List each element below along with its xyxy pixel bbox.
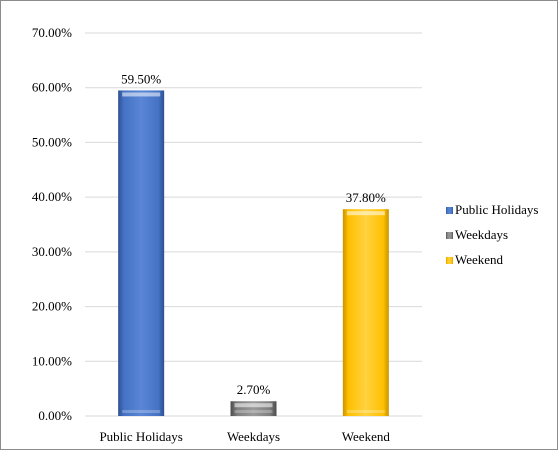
y-tick-label: 0.00% (38, 408, 72, 423)
legend-label: Weekend (455, 252, 504, 267)
legend-label: Weekdays (455, 227, 508, 242)
bar-bevel-bottom (346, 410, 385, 413)
y-tick-label: 60.00% (32, 80, 72, 95)
y-axis-ticks: 0.00% 10.00% 20.00% 30.00% 40.00% 50.00% 60.00… (32, 25, 72, 423)
data-label: 37.80% (346, 190, 386, 205)
data-label: 2.70% (237, 382, 271, 397)
legend-swatch (446, 232, 453, 239)
bars (118, 90, 389, 416)
legend-item: Public Holidays (446, 202, 538, 217)
x-axis-ticks: Public Holidays Weekdays Weekend (99, 429, 390, 444)
legend-swatch (446, 257, 453, 264)
y-tick-label: 40.00% (32, 189, 72, 204)
legend-item: Weekdays (446, 227, 508, 242)
bar-weekdays (230, 401, 277, 416)
x-tick-label: Weekdays (227, 429, 280, 444)
bar-bevel-bottom (122, 410, 161, 413)
bar-bevel-top (346, 211, 385, 216)
legend: Public Holidays Weekdays Weekend (446, 202, 538, 267)
data-label: 59.50% (121, 71, 161, 86)
y-tick-label: 10.00% (32, 353, 72, 368)
x-tick-label: Weekend (342, 429, 391, 444)
legend-item: Weekend (446, 252, 504, 267)
legend-swatch (446, 207, 453, 214)
y-tick-label: 70.00% (32, 25, 72, 40)
bar-bevel-top (122, 92, 161, 97)
y-tick-label: 20.00% (32, 299, 72, 314)
bar-body (342, 209, 389, 416)
bar-bevel-top (234, 403, 273, 408)
data-labels: 59.50% 2.70% 37.80% (121, 71, 386, 397)
bar-public-holidays (118, 90, 165, 416)
x-tick-label: Public Holidays (99, 429, 182, 444)
bar-weekend (342, 209, 389, 416)
bar-body (118, 90, 165, 416)
y-tick-label: 50.00% (32, 134, 72, 149)
legend-label: Public Holidays (455, 202, 538, 217)
bar-bevel-bottom (234, 410, 273, 413)
y-tick-label: 30.00% (32, 244, 72, 259)
